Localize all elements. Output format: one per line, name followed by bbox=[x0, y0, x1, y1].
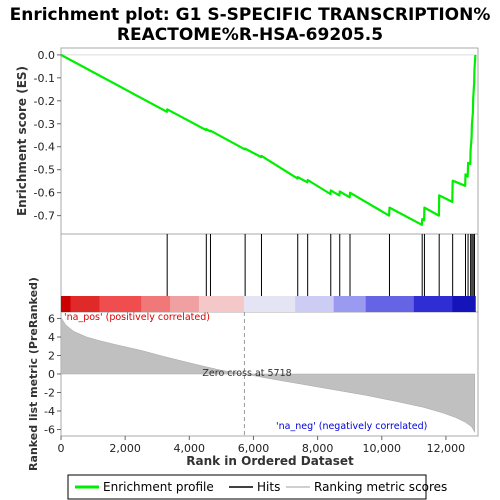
rank-y-tick-label: 6 bbox=[48, 312, 55, 325]
x-axis-label: Rank in Ordered Dataset bbox=[186, 454, 354, 468]
legend: Enrichment profile Hits Ranking metric s… bbox=[67, 474, 447, 500]
legend-enrichment-label: Enrichment profile bbox=[103, 480, 214, 494]
x-tick-label: 2,000 bbox=[109, 442, 141, 455]
rank-y-tick-label: 4 bbox=[48, 331, 55, 344]
color-bar-segment bbox=[141, 296, 171, 312]
color-bar-segment bbox=[70, 296, 100, 312]
enrichment-profile-layer bbox=[60, 53, 477, 226]
color-bar-segment bbox=[99, 296, 142, 312]
color-bar-segment bbox=[295, 296, 334, 312]
legend-ranking-label: Ranking metric scores bbox=[314, 480, 447, 494]
es-y-axis-label: Enrichment score (ES) bbox=[15, 66, 29, 216]
x-tick-label: 0 bbox=[58, 442, 65, 455]
rank-y-tick-label: 2 bbox=[48, 349, 55, 362]
na-neg-label: 'na_neg' (negatively correlated) bbox=[276, 421, 427, 432]
es-y-tick-label: -0.4 bbox=[34, 141, 55, 154]
color-bar-segment bbox=[333, 296, 367, 312]
x-tick-label: 10,000 bbox=[363, 442, 402, 455]
color-bar-segment bbox=[170, 296, 200, 312]
rank-y-tick-label: -4 bbox=[44, 405, 55, 418]
color-bar-segment bbox=[61, 296, 71, 312]
es-y-ticks: 0.0 -0.1 -0.2 -0.3 -0.4 -0.5 -0.6 -0.7 bbox=[34, 49, 61, 223]
es-y-tick-label: -0.3 bbox=[34, 118, 55, 131]
rank-y-axis-label: Ranked list metric (PreRanked) bbox=[27, 277, 40, 471]
hits-layer bbox=[166, 234, 475, 296]
color-bar-segment bbox=[198, 296, 245, 312]
na-pos-label: 'na_pos' (positively correlated) bbox=[64, 312, 210, 323]
chart-title-line-2: REACTOME%R-HSA-69205.5 bbox=[117, 25, 383, 45]
zero-cross-label: Zero cross at 5718 bbox=[202, 368, 291, 379]
x-tick-label: 12,000 bbox=[427, 442, 466, 455]
x-tick-label: 4,000 bbox=[174, 442, 206, 455]
rank-y-tick-label: -2 bbox=[44, 387, 55, 400]
es-y-tick-label: -0.6 bbox=[34, 187, 55, 200]
es-panel-frame bbox=[60, 47, 479, 235]
x-tick-label: 6,000 bbox=[238, 442, 270, 455]
color-bar-segment bbox=[243, 296, 296, 312]
rank-y-tick-label: 0 bbox=[48, 368, 55, 381]
es-y-tick-label: -0.2 bbox=[34, 95, 55, 108]
enrichment-profile-line bbox=[60, 53, 477, 226]
rank-y-tick-label: -6 bbox=[44, 424, 55, 437]
es-y-tick-label: -0.1 bbox=[34, 72, 55, 85]
rank-y-ticks: 6 4 2 0 -2 -4 -6 bbox=[44, 312, 61, 437]
es-y-tick-label: -0.7 bbox=[34, 210, 55, 223]
chart-title-line-1: Enrichment plot: G1 S-SPECIFIC TRANSCRIP… bbox=[10, 5, 491, 25]
legend-hits-label: Hits bbox=[257, 480, 280, 494]
color-bar-segment bbox=[365, 296, 415, 312]
color-bar-segment bbox=[413, 296, 453, 312]
x-ticks: 0 2,000 4,000 6,000 8,000 10,000 12,000 bbox=[58, 436, 466, 455]
es-y-tick-label: 0.0 bbox=[38, 49, 56, 62]
rank-color-bar bbox=[61, 296, 476, 312]
ranking-metric-area-layer bbox=[60, 312, 476, 436]
color-bar-segment bbox=[452, 296, 476, 312]
es-y-tick-label: -0.5 bbox=[34, 164, 55, 177]
ranking-metric-area bbox=[60, 316, 476, 434]
x-tick-label: 8,000 bbox=[302, 442, 334, 455]
